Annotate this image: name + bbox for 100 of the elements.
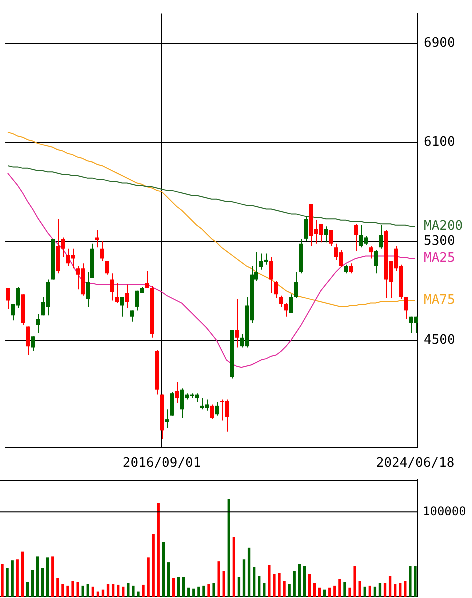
bar [122, 586, 125, 597]
bar [313, 583, 316, 597]
bar [278, 573, 281, 597]
bar [288, 584, 291, 597]
bar [242, 560, 246, 597]
candlestick [6, 288, 10, 310]
bar [208, 584, 210, 597]
series-label: MA75 [424, 293, 456, 308]
bar [152, 534, 155, 597]
bar [182, 577, 186, 597]
bar [96, 592, 100, 597]
bar [354, 566, 356, 597]
bar [102, 590, 105, 597]
bar [172, 578, 176, 597]
bar [298, 564, 301, 597]
bar [358, 581, 362, 597]
bar [399, 583, 402, 597]
bar [308, 574, 312, 597]
bar [1, 564, 4, 597]
bar [56, 578, 60, 597]
bar [41, 568, 44, 597]
bar [177, 577, 180, 597]
series-label: MA200 [424, 218, 464, 234]
bar [374, 586, 377, 597]
bar [388, 576, 392, 597]
bar [228, 499, 230, 597]
bar [198, 586, 200, 597]
candlestick [274, 280, 278, 299]
candlestick [370, 246, 374, 260]
candlestick [290, 294, 294, 314]
y-tick-label: 6900 [424, 36, 456, 51]
bar [147, 558, 150, 597]
candlestick [284, 302, 288, 318]
candlestick [126, 284, 130, 309]
bar [106, 584, 110, 597]
candlestick [36, 314, 40, 334]
bar [92, 586, 94, 597]
bar [6, 568, 9, 597]
series-label: MA25 [424, 251, 456, 266]
bar [248, 548, 251, 597]
bar [16, 560, 19, 597]
bar [86, 584, 90, 597]
bar [268, 565, 271, 597]
bar [127, 583, 130, 597]
bar [258, 576, 261, 597]
bar [222, 571, 226, 597]
candlestick [100, 240, 104, 262]
bar [52, 556, 54, 597]
y-tick-label: 6100 [424, 134, 456, 150]
candlestick [176, 382, 180, 404]
candlestick [216, 402, 220, 416]
candlestick [350, 263, 354, 274]
bar [318, 588, 322, 597]
bar [157, 503, 160, 597]
bar [31, 570, 34, 597]
bar [238, 577, 241, 597]
candlestick [270, 256, 274, 294]
x-tick-label: 2016/09/01 [122, 456, 202, 472]
bar [212, 583, 216, 597]
bar [364, 586, 366, 597]
bar [263, 583, 266, 597]
bar [72, 581, 74, 597]
candlestick [294, 272, 298, 299]
bar [394, 584, 397, 597]
bar [26, 582, 30, 597]
y-tick-label: 4500 [424, 332, 456, 348]
bar [11, 560, 14, 597]
bar [344, 582, 346, 597]
bar [76, 582, 80, 597]
candlestick [26, 326, 30, 356]
bar [112, 584, 115, 597]
candlestick [32, 336, 36, 352]
candlestick [106, 260, 110, 276]
bar [137, 592, 140, 597]
bar [218, 562, 220, 597]
bar [328, 588, 332, 597]
candlestick [374, 250, 378, 274]
candlestick [210, 404, 214, 420]
candlestick [120, 296, 124, 318]
candlestick [166, 409, 170, 429]
bar [273, 574, 276, 597]
bar [21, 552, 24, 597]
bar [36, 556, 40, 597]
bar [404, 581, 407, 597]
text: 100000 [423, 504, 466, 518]
candlestick [236, 299, 240, 348]
bar [338, 579, 342, 597]
bar [46, 558, 50, 597]
candlestick [330, 230, 334, 247]
bar [293, 571, 296, 597]
candlestick [380, 224, 384, 250]
bar [142, 584, 145, 597]
bar [62, 584, 64, 597]
bar [132, 586, 135, 597]
bar [378, 583, 382, 597]
candlestick [170, 392, 174, 416]
bar [409, 566, 412, 597]
candlestick [146, 270, 150, 289]
candlestick [96, 230, 100, 248]
bar [334, 586, 336, 597]
